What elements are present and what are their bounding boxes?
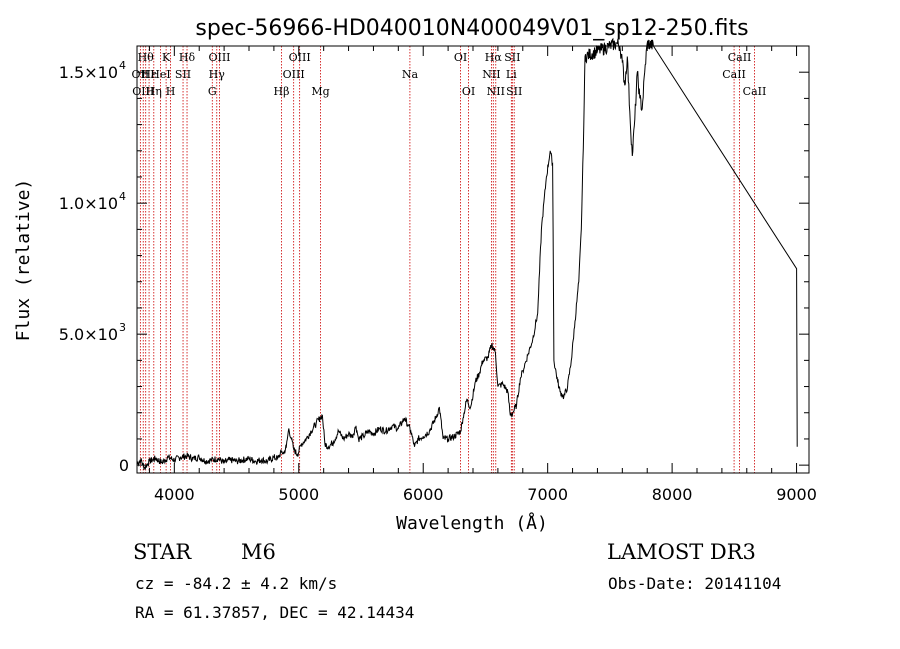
line-marker-label: NII [487,85,505,98]
survey-name: LAMOST DR3 [607,540,756,564]
emission-line-markers [139,46,755,473]
line-marker-label: Hα [485,51,503,64]
x-axis-ticks: 4000 5000 6000 7000 8000 9000 [148,46,817,504]
line-marker-label: OI [462,85,475,98]
line-marker-label: Hδ [179,51,196,64]
line-marker-label: G [208,85,217,98]
coordinates-readout: RA = 61.37857, DEC = 42.14434 [135,603,415,622]
line-marker-label: K [162,51,171,64]
y-tick-label: 1.0×10 [59,194,118,213]
chart-title: spec-56966-HD040010N400049V01_sp12-250.f… [195,16,748,41]
line-marker-label: OIII [208,51,230,64]
line-marker-label: Hθ [138,51,155,64]
line-marker-label: CaII [722,68,746,81]
line-marker-label: CaII [743,85,767,98]
x-tick-label: 9000 [776,485,817,504]
observation-date: Obs-Date: 20141104 [608,574,782,593]
y-tick-exponent: 3 [119,321,126,334]
x-axis-label: Wavelength (Å) [396,512,548,534]
plot-frame [136,45,810,474]
line-marker-label: SII [504,51,520,64]
y-tick-exponent: 4 [119,190,126,203]
line-marker-label: NII [482,68,500,81]
line-marker-label: Li [506,68,517,81]
x-tick-label: 4000 [154,485,195,504]
line-marker-label: Mg [311,85,329,98]
line-marker-label: HeI [150,68,170,81]
line-marker-label: SII [506,85,522,98]
line-marker-label: Na [402,68,419,81]
line-marker-label: CaII [728,51,752,64]
line-marker-label: OIII [289,51,311,64]
y-tick-exponent: 4 [119,59,126,72]
line-marker-label: H [166,85,176,98]
y-tick-label: 0 [119,456,129,475]
line-marker-label: Hε [141,68,157,81]
line-marker-label: OIII [283,68,305,81]
object-class: STAR [133,540,192,564]
x-tick-label: 6000 [403,485,444,504]
line-marker-label: SII [175,68,191,81]
x-tick-label: 7000 [527,485,568,504]
line-marker-label: OIII [132,85,154,98]
line-marker-label: OI [454,51,467,64]
line-marker-label: Hη [146,85,162,98]
y-axis-label: Flux (relative) [13,179,34,342]
redshift-readout: cz = -84.2 ± 4.2 km/s [135,574,338,593]
emission-line-labels: OII OIII Hθ Hε Hη HeI K H SII Hδ G Hγ OIII Hβ OIII OIII… [132,51,767,98]
y-axis-ticks: 05.0×10 31.0×10 41.5×10 4 [59,59,809,475]
object-subclass: M6 [241,540,276,564]
x-tick-label: 5000 [278,485,319,504]
x-tick-label: 8000 [652,485,693,504]
y-tick-label: 1.5×10 [59,63,118,82]
line-marker-label: Hγ [209,68,226,81]
y-tick-label: 5.0×10 [59,325,118,344]
line-marker-label: OII [132,68,150,81]
line-marker-label: Hβ [274,85,290,98]
spectrum-line [136,37,798,471]
